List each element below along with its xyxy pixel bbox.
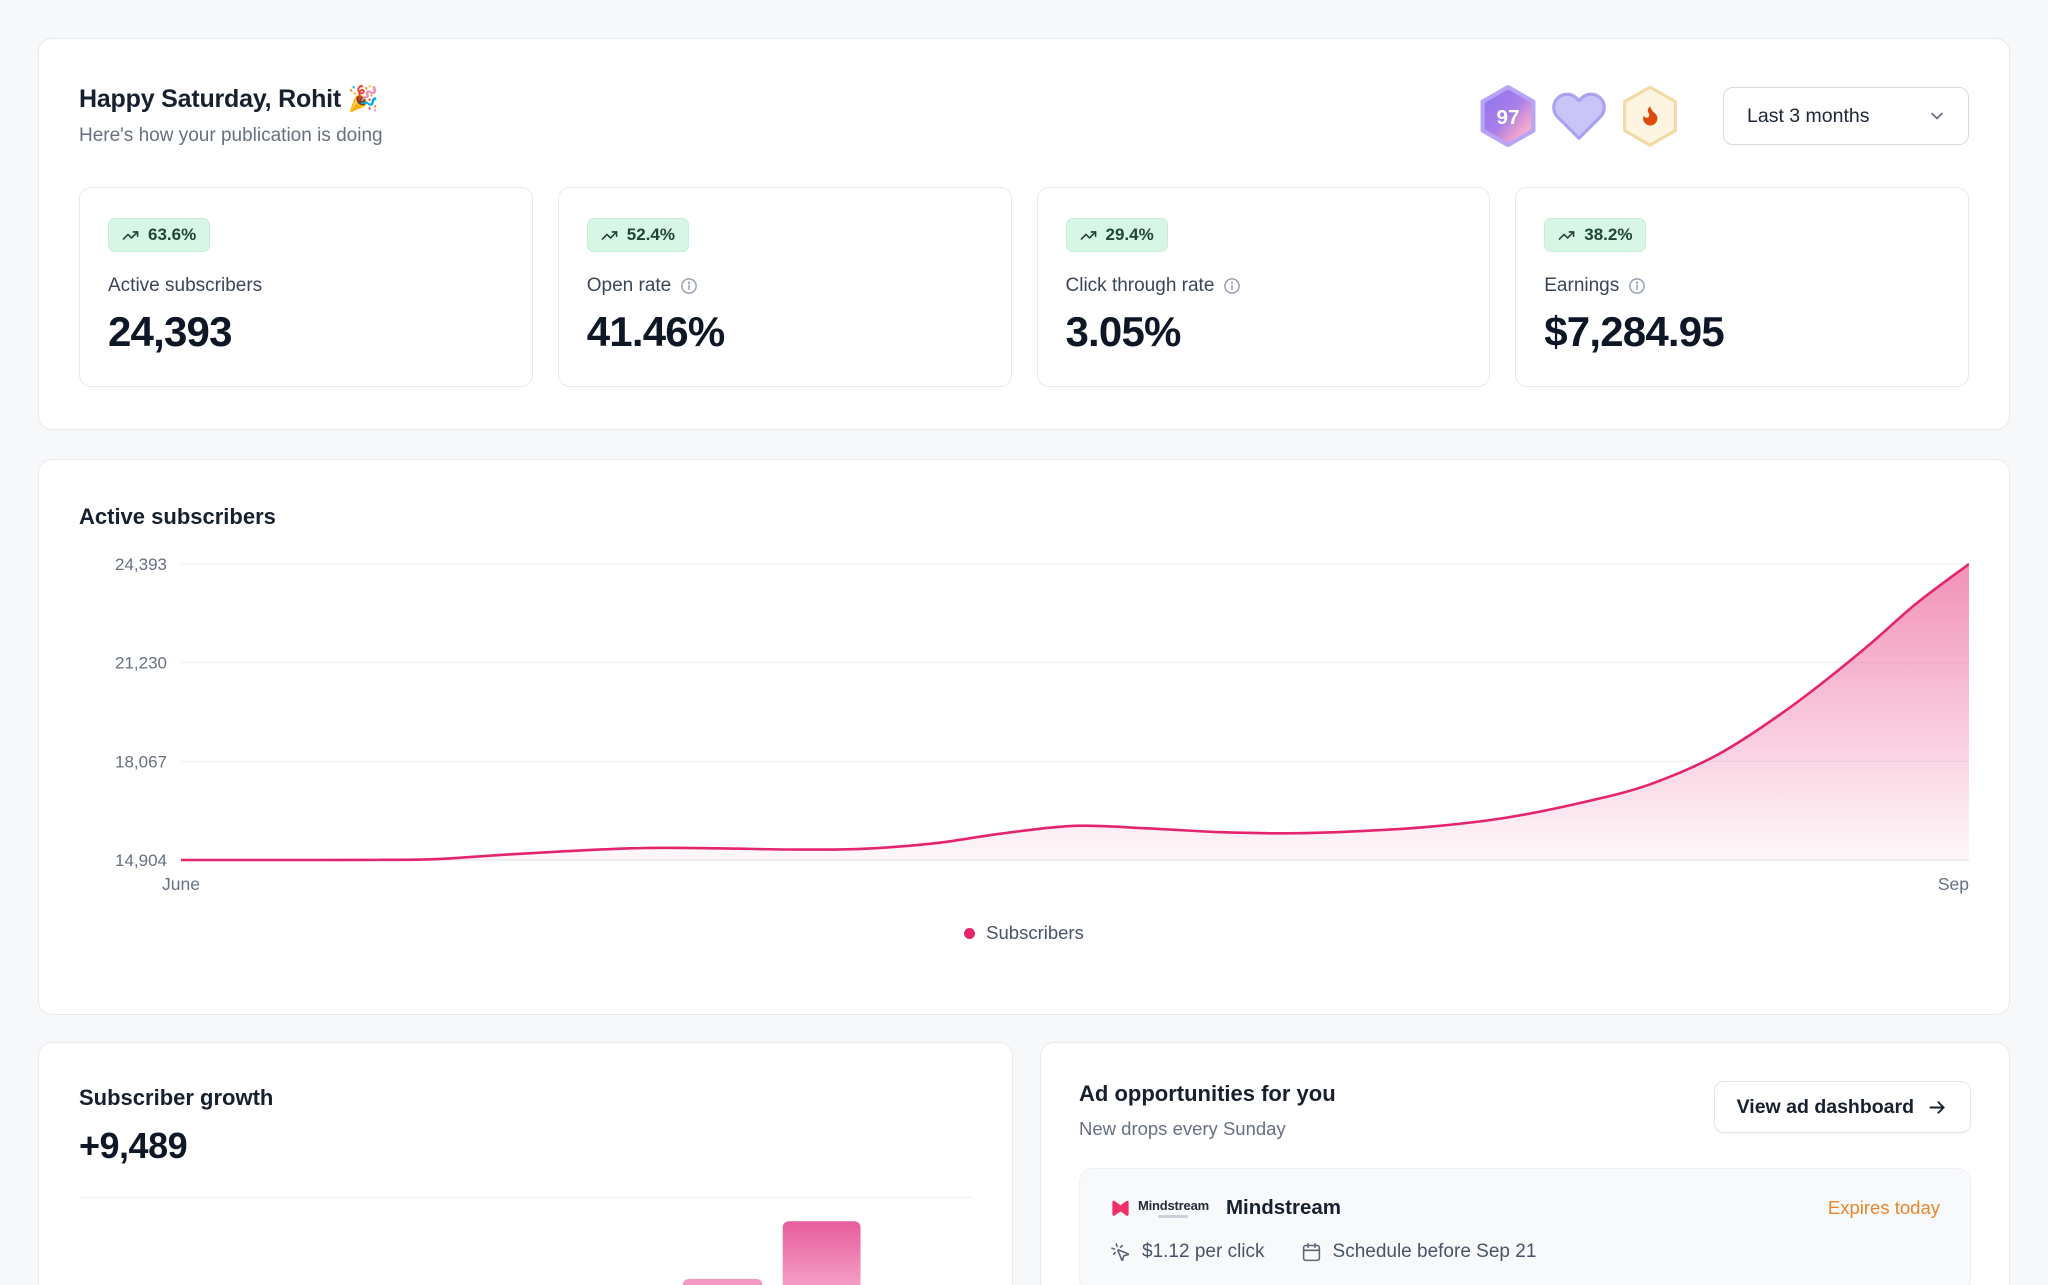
- logo-tagline-bar: [1158, 1215, 1189, 1218]
- stat-card-active-subscribers: 63.6% Active subscribers 24,393: [79, 187, 533, 387]
- ad-expires-badge: Expires today: [1827, 1197, 1940, 1218]
- stat-card-open-rate: 52.4% Open rate 41.46%: [557, 187, 1012, 387]
- stat-value: 3.05%: [1065, 308, 1182, 355]
- stat-label: Open rate: [587, 275, 983, 297]
- stat-label: Click through rate: [1066, 275, 1462, 297]
- ads-subtitle: New drops every Sunday: [1079, 1118, 1286, 1139]
- svg-text:24,393: 24,393: [115, 555, 167, 574]
- streak-flame-badge[interactable]: [1621, 85, 1679, 147]
- trend-value: 29.4%: [1105, 225, 1154, 244]
- stat-card-click-through-rate: 29.4% Click through rate 3.05%: [1036, 187, 1491, 387]
- trending-up-icon: [1558, 230, 1575, 240]
- ads-title-block: Ad opportunities for you New drops every…: [1079, 1081, 1336, 1140]
- growth-value: +9,489: [79, 1125, 188, 1166]
- growth-title: Subscriber growth: [79, 1085, 274, 1110]
- chevron-down-icon: [1931, 112, 1943, 120]
- divider: [79, 1197, 972, 1198]
- level-hexagon-badge[interactable]: 97: [1479, 84, 1537, 148]
- stat-value: $7,284.95: [1544, 308, 1724, 355]
- ads-title: Ad opportunities for you: [1079, 1081, 1336, 1106]
- info-icon[interactable]: [1223, 277, 1241, 295]
- trend-badge: 38.2%: [1544, 218, 1647, 252]
- mindstream-wordmark: Mindstream: [1138, 1198, 1209, 1218]
- view-ad-dashboard-button[interactable]: View ad dashboard: [1713, 1081, 1971, 1133]
- legend-label[interactable]: Subscribers: [986, 922, 1084, 943]
- stat-value: 24,393: [108, 308, 232, 355]
- trend-badge: 63.6%: [108, 218, 211, 252]
- price-per-click: $1.12 per click: [1110, 1241, 1265, 1263]
- header-actions: 97: [1479, 84, 1969, 148]
- trend-value: 52.4%: [626, 225, 675, 244]
- ad-sponsor-name: Mindstream: [1225, 1196, 1342, 1219]
- growth-bar-chart: [682, 1221, 861, 1285]
- ad-item-header: Mindstream Mindstream Expires today: [1110, 1196, 1940, 1220]
- greeting-block: Happy Saturday, Rohit 🎉 Here's how your …: [79, 85, 383, 147]
- chart-legend: Subscribers: [79, 922, 1969, 944]
- mindstream-logo-icon: [1112, 1200, 1129, 1216]
- trending-up-icon: [1080, 230, 1096, 240]
- info-icon[interactable]: [1628, 277, 1646, 295]
- trend-value: 63.6%: [148, 225, 197, 244]
- trend-value: 38.2%: [1584, 225, 1633, 244]
- info-icon[interactable]: [680, 277, 698, 295]
- svg-text:June: June: [162, 874, 200, 894]
- chart-title: Active subscribers: [79, 504, 276, 529]
- ad-opportunities-card: Ad opportunities for you New drops every…: [1040, 1042, 2010, 1285]
- stat-label: Active subscribers: [108, 275, 263, 296]
- bottom-row: Subscriber growth +9,489 Ad opportunitie…: [38, 1042, 2010, 1285]
- schedule-deadline: Schedule before Sep 21: [1301, 1241, 1536, 1263]
- stat-label: Earnings: [1544, 275, 1940, 297]
- mouse-pointer-click-icon: [1111, 1242, 1130, 1261]
- trending-up-icon: [601, 230, 618, 240]
- greeting-subtitle: Here's how your publication is doing: [79, 125, 383, 146]
- heart-badge[interactable]: [1550, 86, 1608, 146]
- subscriber-growth-card: Subscriber growth +9,489: [38, 1042, 1013, 1285]
- period-selector-dropdown[interactable]: Last 3 months: [1723, 87, 1969, 145]
- flame-hexagon-icon: [1623, 85, 1677, 147]
- period-selector-value: Last 3 months: [1747, 104, 1870, 127]
- achievement-badges: 97: [1479, 84, 1679, 148]
- ads-header: Ad opportunities for you New drops every…: [1079, 1081, 1971, 1140]
- trend-badge: 52.4%: [586, 218, 689, 252]
- calendar-icon: [1302, 1242, 1320, 1261]
- overview-card: Happy Saturday, Rohit 🎉 Here's how your …: [38, 38, 2010, 430]
- svg-text:Sep: Sep: [1938, 874, 1969, 894]
- mindstream-logo: Mindstream: [1110, 1198, 1209, 1219]
- svg-text:18,067: 18,067: [115, 752, 167, 771]
- ad-opportunity-item[interactable]: Mindstream Mindstream Expires today $1.1…: [1079, 1168, 1971, 1285]
- svg-text:14,904: 14,904: [115, 851, 167, 870]
- svg-text:21,230: 21,230: [115, 654, 167, 673]
- subscribers-area-chart: 24,393 21,230 18,067 14,904 June Sep: [115, 555, 1969, 894]
- svg-text:97: 97: [1496, 106, 1519, 129]
- greeting-title: Happy Saturday, Rohit 🎉: [79, 85, 379, 113]
- overview-header: Happy Saturday, Rohit 🎉 Here's how your …: [79, 84, 1969, 148]
- active-subscribers-chart-card: Active subscribers 24,393 21,230 18,067 14,…: [38, 459, 2010, 1015]
- hexagon-97-icon: 97: [1480, 84, 1536, 148]
- stat-value: 41.46%: [586, 308, 725, 355]
- ad-item-meta: $1.12 per click Schedule before Sep 21: [1110, 1241, 1940, 1263]
- trending-up-icon: [122, 230, 139, 240]
- arrow-right-icon: [1929, 1100, 1945, 1114]
- stat-card-earnings: 38.2% Earnings $7,284.95: [1515, 187, 1969, 387]
- heart-icon: [1552, 92, 1606, 140]
- legend-dot: [964, 927, 976, 939]
- stats-row: 63.6% Active subscribers 24,393 52.4% Op…: [79, 187, 1969, 387]
- trend-badge: 29.4%: [1065, 218, 1168, 252]
